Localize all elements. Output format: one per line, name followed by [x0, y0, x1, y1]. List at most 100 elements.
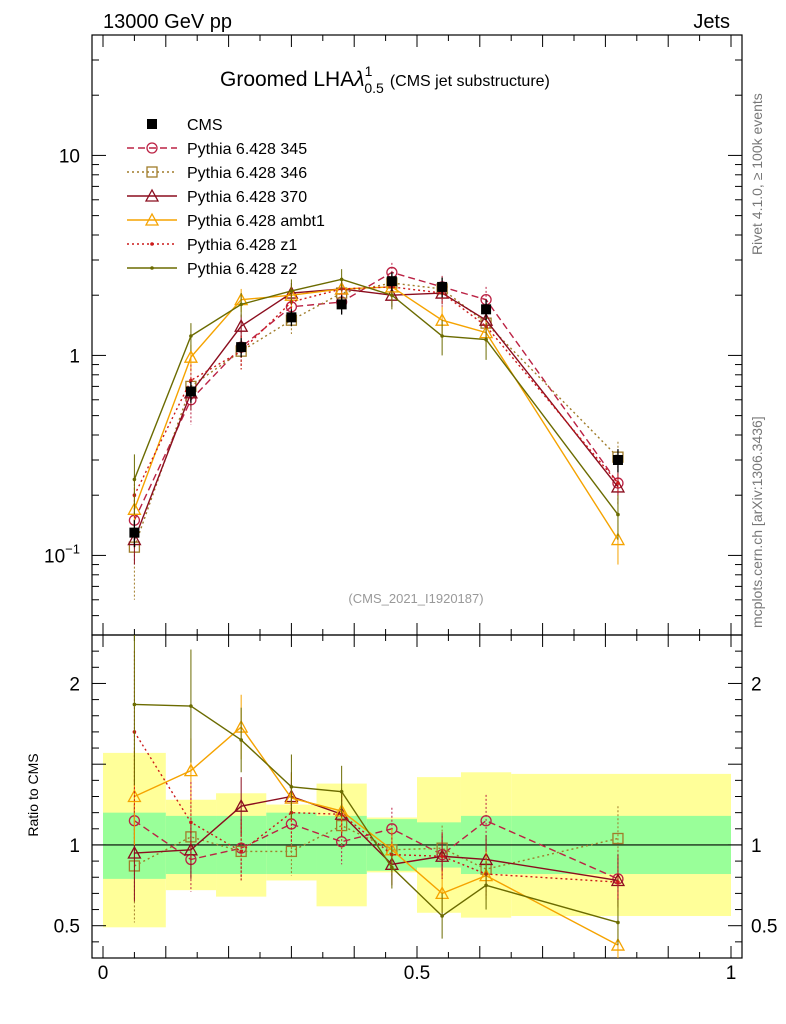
data-point — [185, 386, 196, 397]
ratio-point — [183, 763, 199, 777]
ratio-y-tick-label-right: 2 — [751, 674, 762, 695]
ratio-point — [189, 704, 193, 708]
ratio-point — [234, 798, 249, 812]
data-point — [390, 293, 394, 298]
ratio-y-tick-label-right: 0.5 — [751, 917, 777, 938]
ratio-line — [134, 824, 619, 870]
series-line — [133, 286, 619, 540]
data-point — [339, 277, 344, 282]
mc-series — [128, 272, 624, 600]
ratio-point — [484, 883, 488, 888]
series-line — [133, 282, 619, 548]
legend-marker — [146, 166, 158, 178]
data-point — [484, 337, 488, 342]
x-tick-label: 0 — [98, 963, 109, 984]
data-point — [132, 477, 137, 482]
data-point — [610, 532, 626, 546]
ratio-line — [134, 819, 619, 880]
data-point — [189, 378, 193, 383]
legend-marker — [144, 212, 160, 226]
data-point — [612, 454, 623, 465]
data-point — [129, 527, 140, 538]
data-point — [616, 512, 620, 517]
data-point — [234, 318, 249, 332]
ratio-line — [133, 731, 619, 883]
data-point — [440, 334, 444, 338]
ratio-point — [480, 815, 492, 827]
title-sub: 0.5 — [364, 80, 384, 96]
ratio-point — [610, 937, 626, 951]
legend-label: CMS — [187, 117, 223, 134]
ratio-point — [440, 914, 444, 918]
ratio-point — [239, 849, 243, 854]
legend: CMS Pythia 6.428 345 Pythia 6.428 346 Pythi… — [127, 117, 325, 278]
ratio-point — [189, 820, 193, 825]
header-right: Jets — [693, 11, 730, 33]
main-plot: 10−1 1 10 — [44, 34, 743, 636]
title-sup: 1 — [365, 63, 373, 79]
data-point — [189, 334, 193, 338]
ratio-point — [285, 845, 298, 858]
data-point — [616, 481, 620, 485]
mcplots-label: mcplots.cern.ch [arXiv:1306.3436] — [749, 416, 765, 628]
data-point — [236, 342, 247, 353]
ratio-y-tick-label-right: 1 — [751, 836, 762, 857]
legend-label: Pythia 6.428 z2 — [187, 261, 297, 278]
y-tick-label: 10 — [59, 146, 80, 167]
ratio-y-tick-label: 0.5 — [54, 917, 80, 938]
x-tick-label: 0.5 — [404, 963, 430, 984]
data-point — [286, 312, 297, 323]
mc-series — [132, 275, 620, 521]
plot-title: Groomed LHAλ1 0.5 (CMS jet substructure) — [220, 63, 550, 96]
data-point — [386, 276, 397, 287]
rivet-version-label: Rivet 4.1.0, ≥ 100k events — [749, 93, 765, 255]
analysis-id: (CMS_2021_I1920187) — [348, 591, 483, 606]
legend-marker — [150, 242, 154, 246]
data-point — [437, 281, 448, 292]
legend-marker — [146, 142, 158, 154]
data-point — [183, 349, 199, 363]
title-suffix: (CMS jet substructure) — [390, 73, 550, 90]
legend-label: Pythia 6.428 z1 — [187, 237, 297, 254]
ratio-y-tick-label: 2 — [69, 674, 80, 695]
mc-series — [128, 262, 624, 548]
ratio-point — [339, 789, 344, 794]
title-main: Groomed LHA — [220, 68, 354, 91]
ratio-series — [132, 635, 620, 946]
cms-data-series — [129, 272, 623, 548]
data-point — [289, 289, 294, 293]
ratio-point — [127, 789, 142, 803]
data-point — [239, 302, 243, 307]
legend-label: Pythia 6.428 346 — [187, 165, 307, 182]
y-tick-label: 1 — [69, 346, 80, 367]
series-line — [133, 286, 619, 496]
legend-marker — [147, 119, 157, 129]
ratio-point — [289, 785, 294, 789]
legend-label: Pythia 6.428 345 — [187, 141, 307, 158]
data-point — [336, 299, 347, 310]
ratio-point — [239, 738, 243, 742]
ratio-y-label: Ratio to CMS — [25, 753, 41, 836]
ratio-plot: 0 0.5 1 0.5 0.5 1 1 2 2 — [54, 634, 777, 984]
ratio-point — [616, 920, 620, 925]
mc-series — [127, 275, 626, 565]
y-tick-label: 10−1 — [44, 541, 80, 567]
legend-label: Pythia 6.428 ambt1 — [187, 213, 325, 230]
legend-marker — [150, 266, 154, 270]
ratio-point — [616, 880, 620, 884]
legend-marker — [144, 188, 160, 202]
legend-label: Pythia 6.428 370 — [187, 189, 307, 206]
ratio-point — [440, 854, 444, 859]
mc-series — [132, 269, 620, 540]
ratio-point — [390, 865, 394, 870]
mc-series — [127, 279, 626, 565]
header-left: 13000 GeV pp — [103, 11, 232, 33]
ratio-y-tick-label: 1 — [69, 836, 80, 857]
title-lambda: λ — [353, 68, 364, 91]
x-tick-label: 1 — [726, 963, 737, 984]
ratio-point — [612, 832, 624, 845]
data-point — [481, 304, 492, 315]
ratio-point — [127, 845, 142, 859]
ratio-point — [132, 702, 137, 707]
